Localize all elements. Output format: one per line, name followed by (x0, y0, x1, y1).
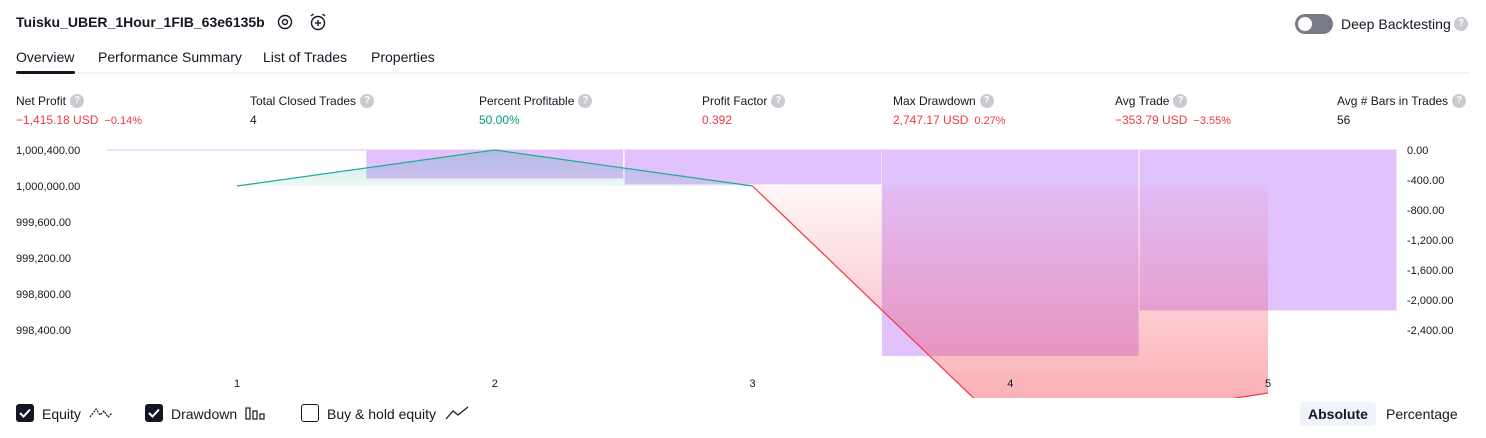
right-axis-tick: -2,000.00 (1407, 295, 1453, 307)
buy-hold-checkbox[interactable] (301, 404, 319, 422)
x-axis-tick: 1 (234, 378, 240, 390)
stat-label-text: Avg # Bars in Trades (1337, 94, 1449, 108)
x-axis-tick: 5 (1265, 378, 1271, 390)
buy-hold-legend-label: Buy & hold equity (327, 406, 436, 422)
stat-value: −1,415.18 USD −0.14% (16, 113, 142, 127)
stat-label: Net Profit? (16, 93, 85, 108)
info-icon[interactable]: ? (70, 93, 85, 108)
trend-line-icon (445, 405, 469, 426)
stat-label-text: Percent Profitable (479, 94, 575, 108)
stat-value-text: 0.392 (702, 113, 733, 127)
stat-label: Max Drawdown? (893, 93, 994, 108)
drawdown-checkbox[interactable] (145, 404, 163, 422)
strategy-title: Tuisku_UBER_1Hour_1FIB_63e6135b (16, 14, 265, 30)
info-icon[interactable]: ? (979, 93, 994, 108)
left-axis-tick: 999,600.00 (16, 217, 71, 229)
stat-label-text: Total Closed Trades (250, 94, 357, 108)
info-icon[interactable]: ? (360, 93, 375, 108)
stat-label: Total Closed Trades? (250, 93, 375, 108)
absolute-button[interactable]: Absolute (1300, 402, 1376, 426)
deep-backtesting-label: Deep Backtesting (1341, 16, 1451, 32)
equity-line-up (236, 149, 753, 187)
equity-chart: 1,000,400.00 1,000,000.00 999,600.00 999,20… (16, 145, 1453, 398)
tab-performance-summary[interactable]: Performance Summary (98, 49, 242, 65)
stat-value: 0.392 (702, 113, 732, 127)
stat-label-text: Net Profit (16, 94, 67, 108)
left-axis-tick: 1,000,000.00 (16, 181, 80, 193)
question-icon[interactable]: ? (1454, 17, 1468, 31)
stat-value-text: 4 (250, 113, 257, 127)
info-icon[interactable]: ? (771, 93, 786, 108)
equity-area-up (237, 150, 753, 186)
stat-label: Profit Factor? (702, 93, 786, 108)
stat-value: −353.79 USD −3.55% (1115, 113, 1231, 127)
tabs-divider (16, 72, 1470, 74)
x-axis-tick: 4 (1007, 378, 1013, 390)
stat-value-text: −353.79 USD (1115, 113, 1188, 127)
bar-chart-icon (244, 405, 268, 426)
stat-label-text: Profit Factor (702, 94, 768, 108)
stat-label-text: Max Drawdown (893, 94, 976, 108)
stat-value: 2,747.17 USD 0.27% (893, 113, 1006, 127)
stat-value: 50.00% (479, 113, 520, 127)
left-axis-tick: 999,200.00 (16, 253, 71, 265)
stat-value-text: 2,747.17 USD (893, 113, 969, 127)
left-axis-tick: 998,800.00 (16, 289, 71, 301)
drawdown-legend-label: Drawdown (171, 406, 238, 422)
tab-properties[interactable]: Properties (371, 49, 435, 65)
gear-icon[interactable] (275, 12, 295, 32)
stat-percent: −0.14% (104, 115, 143, 127)
stat-label-text: Avg Trade (1115, 94, 1170, 108)
tab-overview[interactable]: Overview (16, 49, 75, 65)
stat-label: Percent Profitable? (479, 93, 593, 108)
stat-value-text: 50.00% (479, 113, 520, 127)
stat-value: 56 (1337, 113, 1350, 127)
right-axis-tick: -400.00 (1407, 175, 1444, 187)
stat-value-text: 56 (1337, 113, 1351, 127)
alarm-plus-icon[interactable] (308, 12, 328, 32)
right-axis-tick: -1,200.00 (1407, 235, 1453, 247)
info-icon[interactable]: ? (1173, 93, 1188, 108)
stat-label: Avg # Bars in Trades? (1337, 93, 1467, 108)
right-axis-tick: 0.00 (1407, 145, 1428, 157)
right-axis-tick: -1,600.00 (1407, 265, 1453, 277)
percentage-button[interactable]: Percentage (1386, 406, 1458, 422)
stat-value: 4 (250, 113, 257, 127)
tab-list-of-trades[interactable]: List of Trades (263, 49, 348, 65)
active-tab-indicator (16, 71, 75, 74)
stat-percent: 0.27% (974, 115, 1006, 127)
stat-percent: −3.55% (1193, 115, 1232, 127)
equity-area-down (752, 186, 1268, 398)
equity-checkbox[interactable] (16, 404, 34, 422)
stat-label: Avg Trade? (1115, 93, 1188, 108)
stat-value-text: −1,415.18 USD (16, 113, 99, 127)
left-axis-tick: 1,000,400.00 (16, 145, 80, 157)
info-icon[interactable]: ? (1452, 93, 1467, 108)
deep-backtesting-toggle[interactable] (1295, 14, 1333, 34)
toggle-knob (1298, 17, 1312, 31)
right-axis-tick: -800.00 (1407, 205, 1444, 217)
right-axis-tick: -2,400.00 (1407, 325, 1453, 337)
equity-line-icon (89, 405, 113, 426)
x-axis-tick: 2 (492, 378, 498, 390)
left-axis-tick: 998,400.00 (16, 325, 71, 337)
equity-line-down (752, 185, 1269, 398)
equity-legend-label: Equity (42, 406, 81, 422)
info-icon[interactable]: ? (578, 93, 593, 108)
x-axis-tick: 3 (749, 378, 755, 390)
